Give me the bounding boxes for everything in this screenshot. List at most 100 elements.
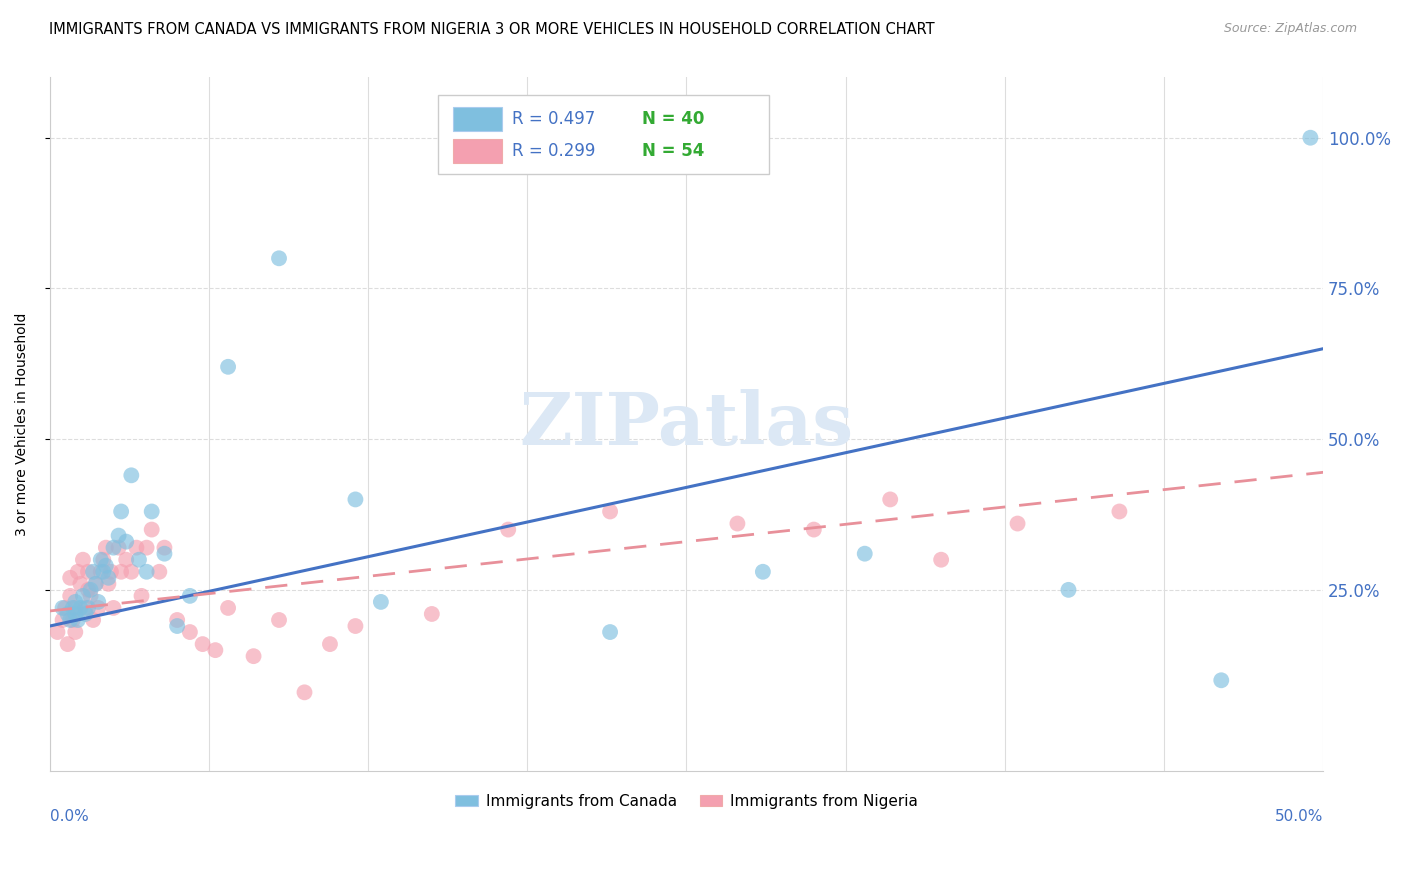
Point xyxy=(56,637,79,651)
Point xyxy=(107,528,129,542)
Text: 50.0%: 50.0% xyxy=(1275,809,1323,824)
Point xyxy=(75,601,97,615)
Legend: Immigrants from Canada, Immigrants from Nigeria: Immigrants from Canada, Immigrants from … xyxy=(449,788,924,815)
Point xyxy=(79,589,101,603)
Point xyxy=(91,565,114,579)
Point xyxy=(62,601,84,615)
Point xyxy=(752,565,775,579)
Point xyxy=(75,607,97,621)
Point xyxy=(82,565,104,579)
Point xyxy=(97,577,120,591)
Point xyxy=(294,685,316,699)
Point xyxy=(59,613,82,627)
Text: IMMIGRANTS FROM CANADA VS IMMIGRANTS FROM NIGERIA 3 OR MORE VEHICLES IN HOUSEHOL: IMMIGRANTS FROM CANADA VS IMMIGRANTS FRO… xyxy=(49,22,935,37)
Point xyxy=(204,643,226,657)
Text: R = 0.299: R = 0.299 xyxy=(512,142,595,160)
Text: N = 40: N = 40 xyxy=(643,110,704,128)
Point xyxy=(1211,673,1233,688)
Point xyxy=(103,601,125,615)
Point xyxy=(107,541,129,555)
Point xyxy=(90,552,112,566)
Point xyxy=(1108,504,1130,518)
Point xyxy=(191,637,214,651)
Point xyxy=(53,601,76,615)
Point xyxy=(141,504,163,518)
FancyBboxPatch shape xyxy=(454,139,502,162)
Point xyxy=(77,601,100,615)
Point xyxy=(91,552,114,566)
Point xyxy=(148,565,170,579)
Point xyxy=(319,637,342,651)
Point xyxy=(344,619,367,633)
Point xyxy=(128,552,150,566)
Point xyxy=(51,613,73,627)
Text: ZIPatlas: ZIPatlas xyxy=(519,389,853,459)
Point xyxy=(803,523,825,537)
Point xyxy=(103,541,125,555)
Point xyxy=(69,577,91,591)
Point xyxy=(599,504,621,518)
Point xyxy=(166,619,188,633)
Point xyxy=(79,582,101,597)
Point xyxy=(267,252,290,266)
Point xyxy=(166,613,188,627)
Point xyxy=(1299,130,1322,145)
Point xyxy=(77,582,100,597)
Point xyxy=(217,359,239,374)
Point xyxy=(100,565,122,579)
Point xyxy=(120,565,142,579)
Point xyxy=(77,565,100,579)
Point xyxy=(853,547,876,561)
Point xyxy=(65,595,87,609)
Point xyxy=(72,589,94,603)
Point xyxy=(62,613,84,627)
Point xyxy=(59,571,82,585)
Text: Source: ZipAtlas.com: Source: ZipAtlas.com xyxy=(1223,22,1357,36)
Point xyxy=(370,595,392,609)
Point xyxy=(59,589,82,603)
Point xyxy=(90,565,112,579)
Point xyxy=(46,625,69,640)
Point xyxy=(217,601,239,615)
Point xyxy=(66,565,89,579)
Point xyxy=(84,577,107,591)
Text: 0.0%: 0.0% xyxy=(49,809,89,824)
Point xyxy=(496,523,519,537)
Point xyxy=(599,625,621,640)
Point xyxy=(179,589,201,603)
Point xyxy=(65,607,87,621)
Point xyxy=(87,595,110,609)
Point xyxy=(94,541,117,555)
Point xyxy=(242,649,264,664)
Point xyxy=(115,552,138,566)
Point xyxy=(110,565,132,579)
Point xyxy=(929,552,952,566)
Text: R = 0.497: R = 0.497 xyxy=(512,110,595,128)
Point xyxy=(131,589,153,603)
Point xyxy=(82,613,104,627)
Y-axis label: 3 or more Vehicles in Household: 3 or more Vehicles in Household xyxy=(15,312,30,536)
Point xyxy=(87,601,110,615)
Point xyxy=(153,547,176,561)
Point xyxy=(115,534,138,549)
Point xyxy=(69,601,91,615)
Text: N = 54: N = 54 xyxy=(643,142,704,160)
Point xyxy=(94,558,117,573)
Point xyxy=(65,625,87,640)
Point xyxy=(120,468,142,483)
Point xyxy=(135,541,157,555)
Point xyxy=(51,601,73,615)
Point xyxy=(84,577,107,591)
Point xyxy=(141,523,163,537)
Point xyxy=(179,625,201,640)
Point xyxy=(153,541,176,555)
Point xyxy=(1007,516,1029,531)
Point xyxy=(135,565,157,579)
Point xyxy=(725,516,748,531)
FancyBboxPatch shape xyxy=(439,95,769,175)
Point xyxy=(72,552,94,566)
Point xyxy=(97,571,120,585)
Point xyxy=(65,601,87,615)
Point xyxy=(125,541,148,555)
Point xyxy=(267,613,290,627)
